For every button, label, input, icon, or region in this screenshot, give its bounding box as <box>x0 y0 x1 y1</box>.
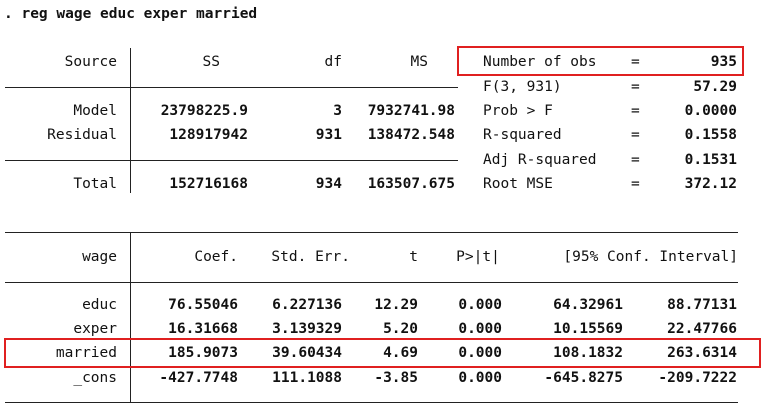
stat-f-value: 57.29 <box>693 79 737 95</box>
coef-row-married-se: 39.60434 <box>272 345 342 361</box>
coef-row-educ-var: educ <box>82 297 117 313</box>
coef-row-educ-p: 0.000 <box>458 297 502 313</box>
anova-row-residual-ms: 138472.548 <box>367 127 455 143</box>
anova-row-model-label: Model <box>73 103 117 119</box>
coef-row-exper-hi: 22.47766 <box>667 321 737 337</box>
coef-row-educ-t: 12.29 <box>374 297 418 313</box>
coef-rule-bottom-a <box>5 402 130 403</box>
stat-rmse-value: 372.12 <box>684 176 737 192</box>
anova-row-total-ss: 152716168 <box>169 176 248 192</box>
stat-probf-value: 0.0000 <box>684 103 737 119</box>
coef-row-cons-lo: -645.8275 <box>544 370 623 386</box>
coef-row-educ-se: 6.227136 <box>272 297 342 313</box>
anova-rule-1a <box>5 87 130 88</box>
coef-row-married-t: 4.69 <box>383 345 418 361</box>
stat-rmse-eq: = <box>631 176 640 192</box>
coef-row-married-lo: 108.1832 <box>553 345 623 361</box>
anova-row-total-df: 934 <box>315 176 342 192</box>
stat-probf-eq: = <box>631 103 640 119</box>
coef-row-exper-t: 5.20 <box>383 321 418 337</box>
coef-row-cons-se: 111.1088 <box>272 370 342 386</box>
coef-row-educ-lo: 64.32961 <box>553 297 623 313</box>
anova-rule-2b <box>130 160 458 161</box>
stat-r2-eq: = <box>631 127 640 143</box>
coef-rule-top-b <box>130 232 738 233</box>
highlight-box-nobs <box>457 46 744 76</box>
coef-divider <box>130 232 131 403</box>
anova-row-model-ss: 23798225.9 <box>160 103 248 119</box>
anova-divider <box>130 48 131 193</box>
stat-adjr2-value: 0.1531 <box>684 152 737 168</box>
anova-row-residual-ss: 128917942 <box>169 127 248 143</box>
coef-row-married-var: married <box>55 345 117 361</box>
stat-f-label: F(3, 931) <box>483 79 562 95</box>
stat-rmse-label: Root MSE <box>483 176 553 192</box>
anova-header-ss: SS <box>202 54 220 70</box>
stat-probf-label: Prob > F <box>483 103 553 119</box>
anova-row-model-ms: 7932741.98 <box>367 103 455 119</box>
coef-rule-mid-b <box>130 282 738 283</box>
stat-adjr2-eq: = <box>631 152 640 168</box>
coef-header-p: P>|t| <box>456 249 500 265</box>
coef-rule-bottom-b <box>130 402 738 403</box>
coef-row-exper-var: exper <box>73 321 117 337</box>
stat-nobs-eq: = <box>631 54 640 70</box>
command-line: . reg wage educ exper married <box>4 6 258 22</box>
anova-row-model-df: 3 <box>333 103 342 119</box>
anova-rule-2a <box>5 160 130 161</box>
coef-row-cons-t: -3.85 <box>374 370 418 386</box>
coef-row-cons-p: 0.000 <box>458 370 502 386</box>
coef-row-cons-coef: -427.7748 <box>159 370 238 386</box>
coef-header-ci: [95% Conf. Interval] <box>563 249 738 265</box>
coef-row-educ-coef: 76.55046 <box>168 297 238 313</box>
stat-nobs-label: Number of obs <box>483 54 597 70</box>
coef-row-cons-var: _cons <box>73 370 117 386</box>
coef-header-t: t <box>409 249 418 265</box>
coef-header-coef: Coef. <box>194 249 238 265</box>
anova-rule-1b <box>130 87 458 88</box>
stat-r2-value: 0.1558 <box>684 127 737 143</box>
coef-row-exper-se: 3.139329 <box>272 321 342 337</box>
stat-adjr2-label: Adj R-squared <box>483 152 597 168</box>
anova-row-residual-df: 931 <box>315 127 342 143</box>
coef-row-married-p: 0.000 <box>458 345 502 361</box>
coef-row-married-hi: 263.6314 <box>667 345 737 361</box>
anova-row-residual-label: Residual <box>47 127 117 143</box>
coef-row-cons-hi: -209.7222 <box>658 370 737 386</box>
coef-row-exper-coef: 16.31668 <box>168 321 238 337</box>
stat-f-eq: = <box>631 79 640 95</box>
anova-header-ms: MS <box>410 54 428 70</box>
anova-row-total-label: Total <box>73 176 117 192</box>
stat-nobs-value: 935 <box>710 54 737 70</box>
highlight-box-married-row <box>4 338 761 368</box>
coef-header-var: wage <box>82 249 117 265</box>
anova-row-total-ms: 163507.675 <box>367 176 455 192</box>
coef-rule-mid-a <box>5 282 130 283</box>
coef-rule-top-a <box>5 232 130 233</box>
coef-header-se: Std. Err. <box>271 249 350 265</box>
stat-r2-label: R-squared <box>483 127 562 143</box>
coef-row-exper-p: 0.000 <box>458 321 502 337</box>
coef-row-married-coef: 185.9073 <box>168 345 238 361</box>
anova-header-df: df <box>324 54 342 70</box>
coef-row-exper-lo: 10.15569 <box>553 321 623 337</box>
anova-header-source: Source <box>64 54 117 70</box>
coef-row-educ-hi: 88.77131 <box>667 297 737 313</box>
